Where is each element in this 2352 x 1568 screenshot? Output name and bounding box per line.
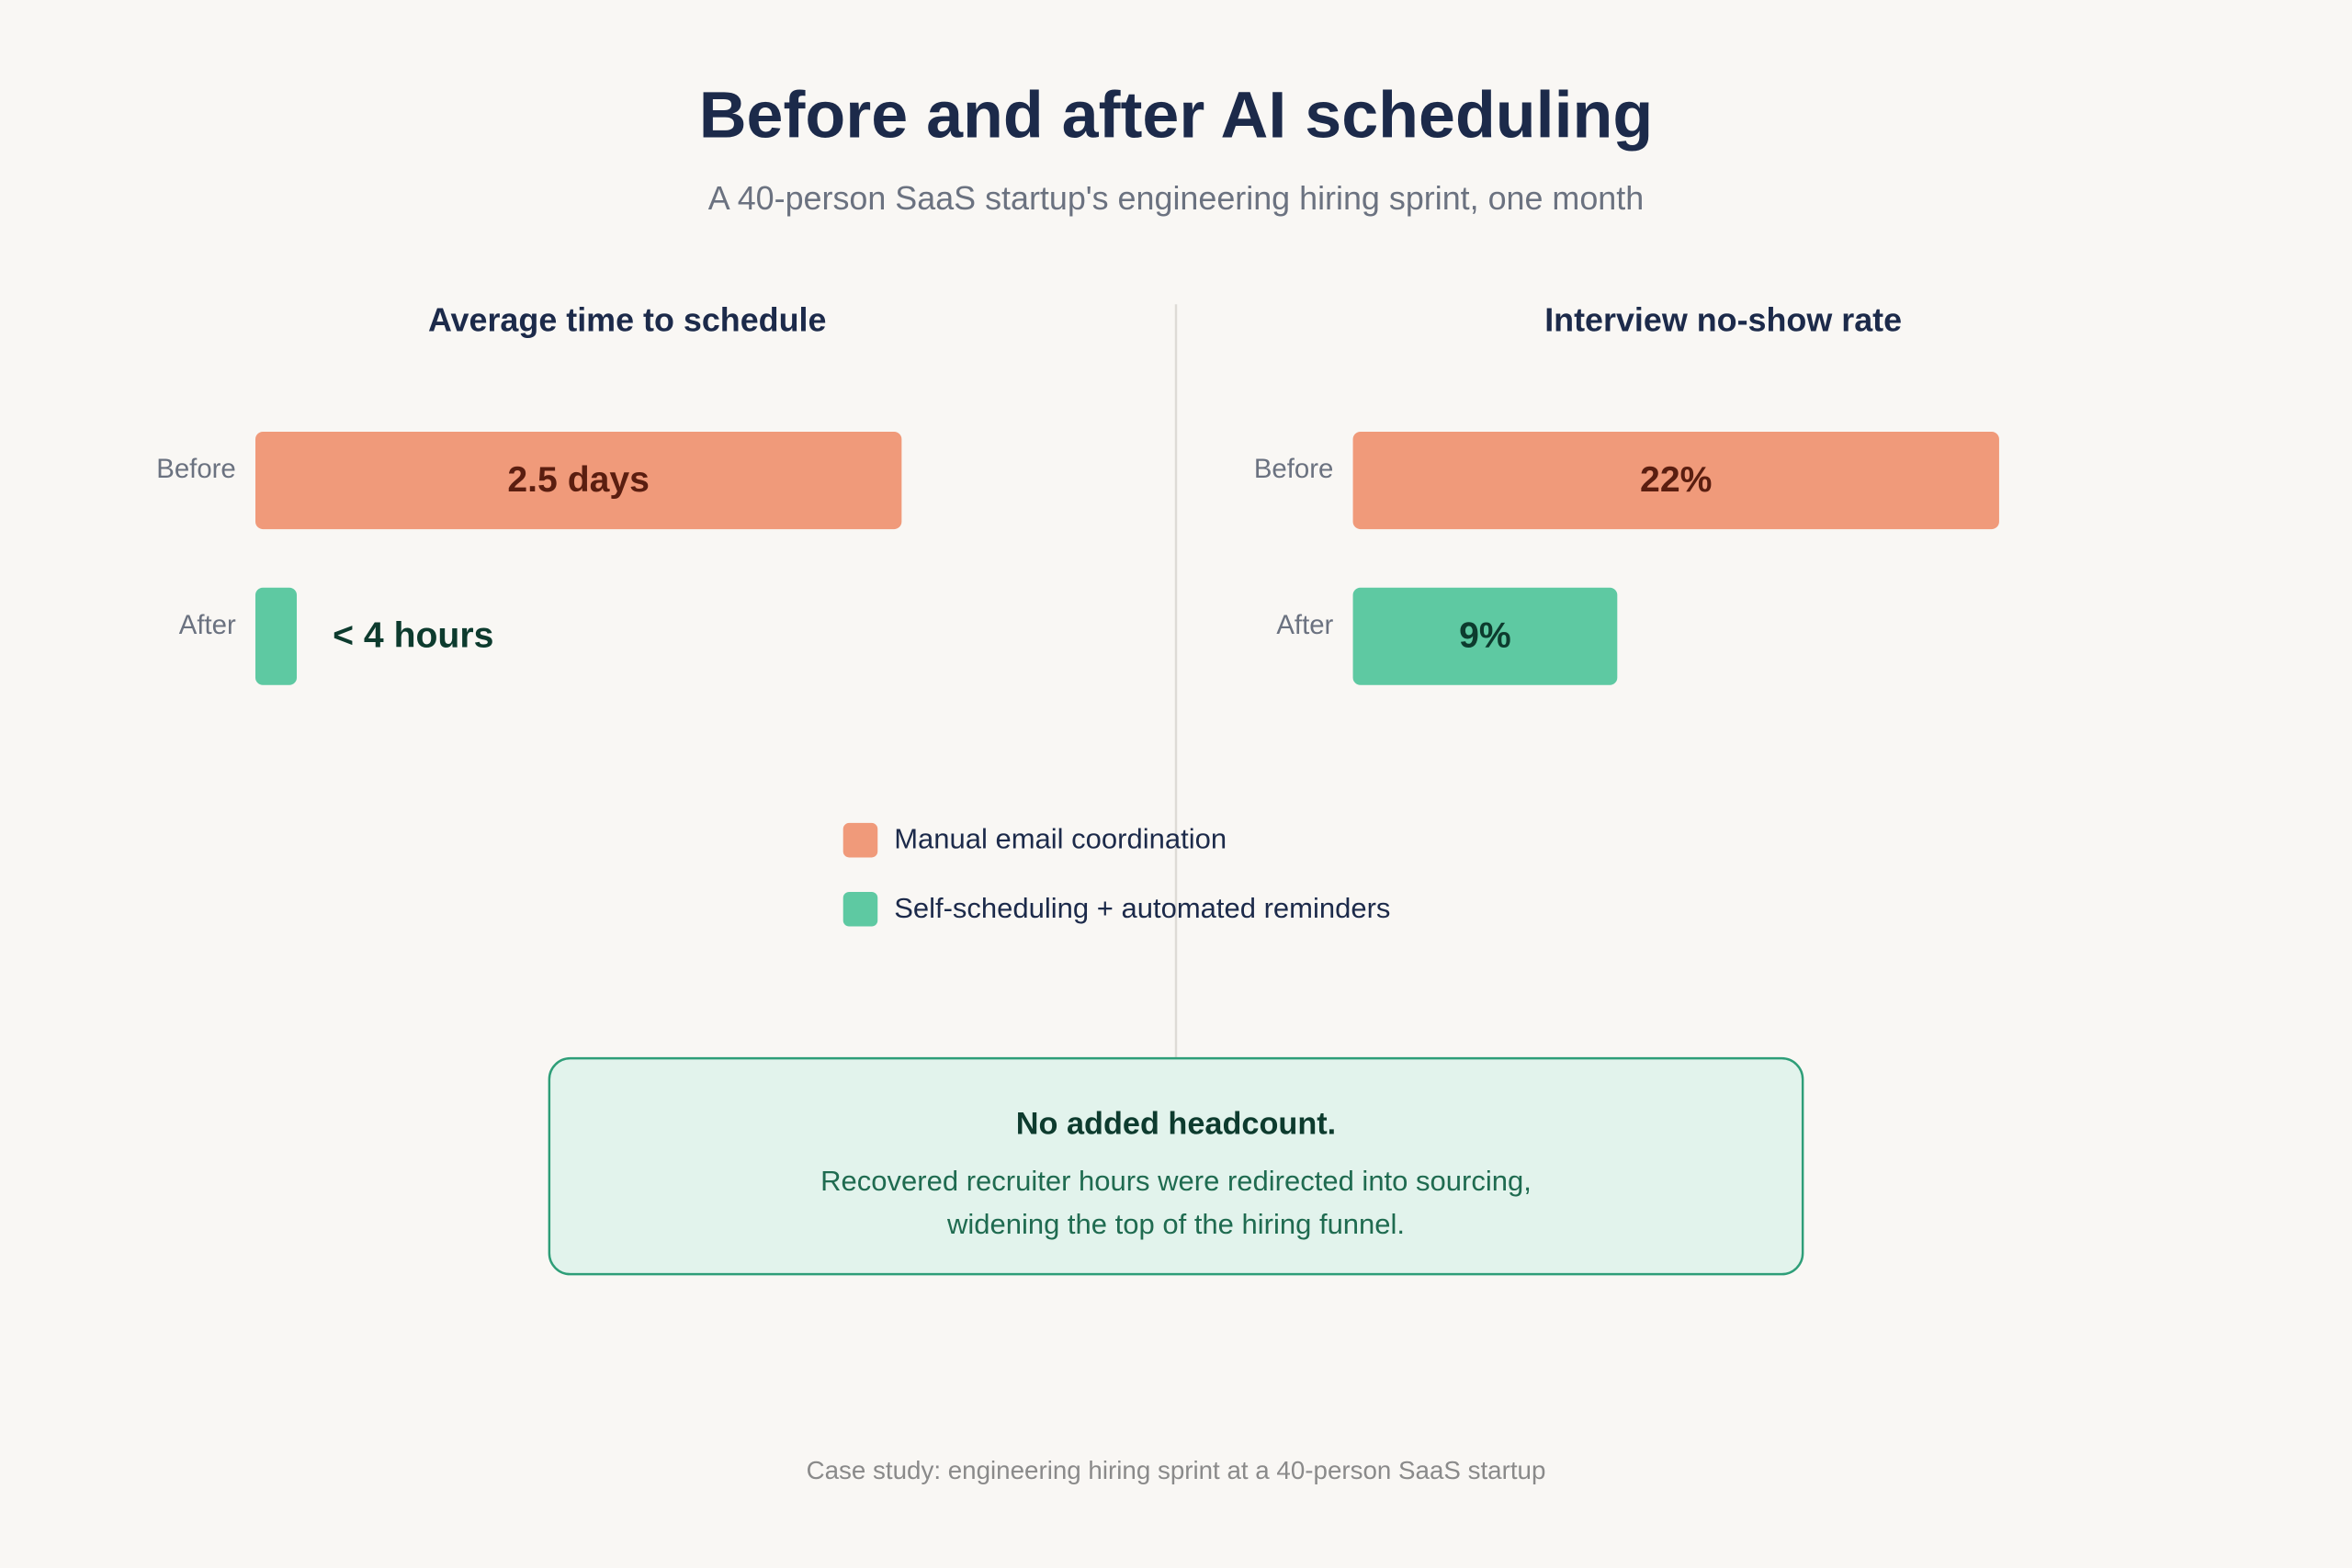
callout-box [548,1056,1804,1276]
bar [1352,431,1999,530]
subtitle: A 40-person SaaS startup's engineering h… [708,180,1644,217]
bar [254,587,298,685]
category-label: After [1276,610,1333,640]
panel-title: Interview no-show rate [1544,301,1902,338]
legend-swatch [842,891,878,927]
value-label: 2.5 days [507,460,650,500]
bar [1352,587,1618,685]
value-label: 9% [1459,616,1511,656]
value-label: < 4 hours [333,616,493,656]
footer: Case study: engineering hiring sprint at… [807,1456,1546,1484]
title: Before and after AI scheduling [699,79,1654,152]
callout-text: widening the top of the hiring funnel. [946,1208,1405,1240]
callout-text: Recovered recruiter hours were redirecte… [820,1165,1532,1197]
callout-title: No added headcount. [1016,1107,1336,1142]
category-label: After [179,610,236,640]
panel-title: Average time to schedule [428,301,827,338]
legend-swatch [842,822,878,858]
value-label: 22% [1640,460,1712,500]
bar [254,431,902,530]
legend-label: Self-scheduling + automated reminders [894,892,1390,924]
category-label: Before [1254,454,1334,484]
category-label: Before [156,454,236,484]
legend-label: Manual email coordination [894,823,1227,855]
